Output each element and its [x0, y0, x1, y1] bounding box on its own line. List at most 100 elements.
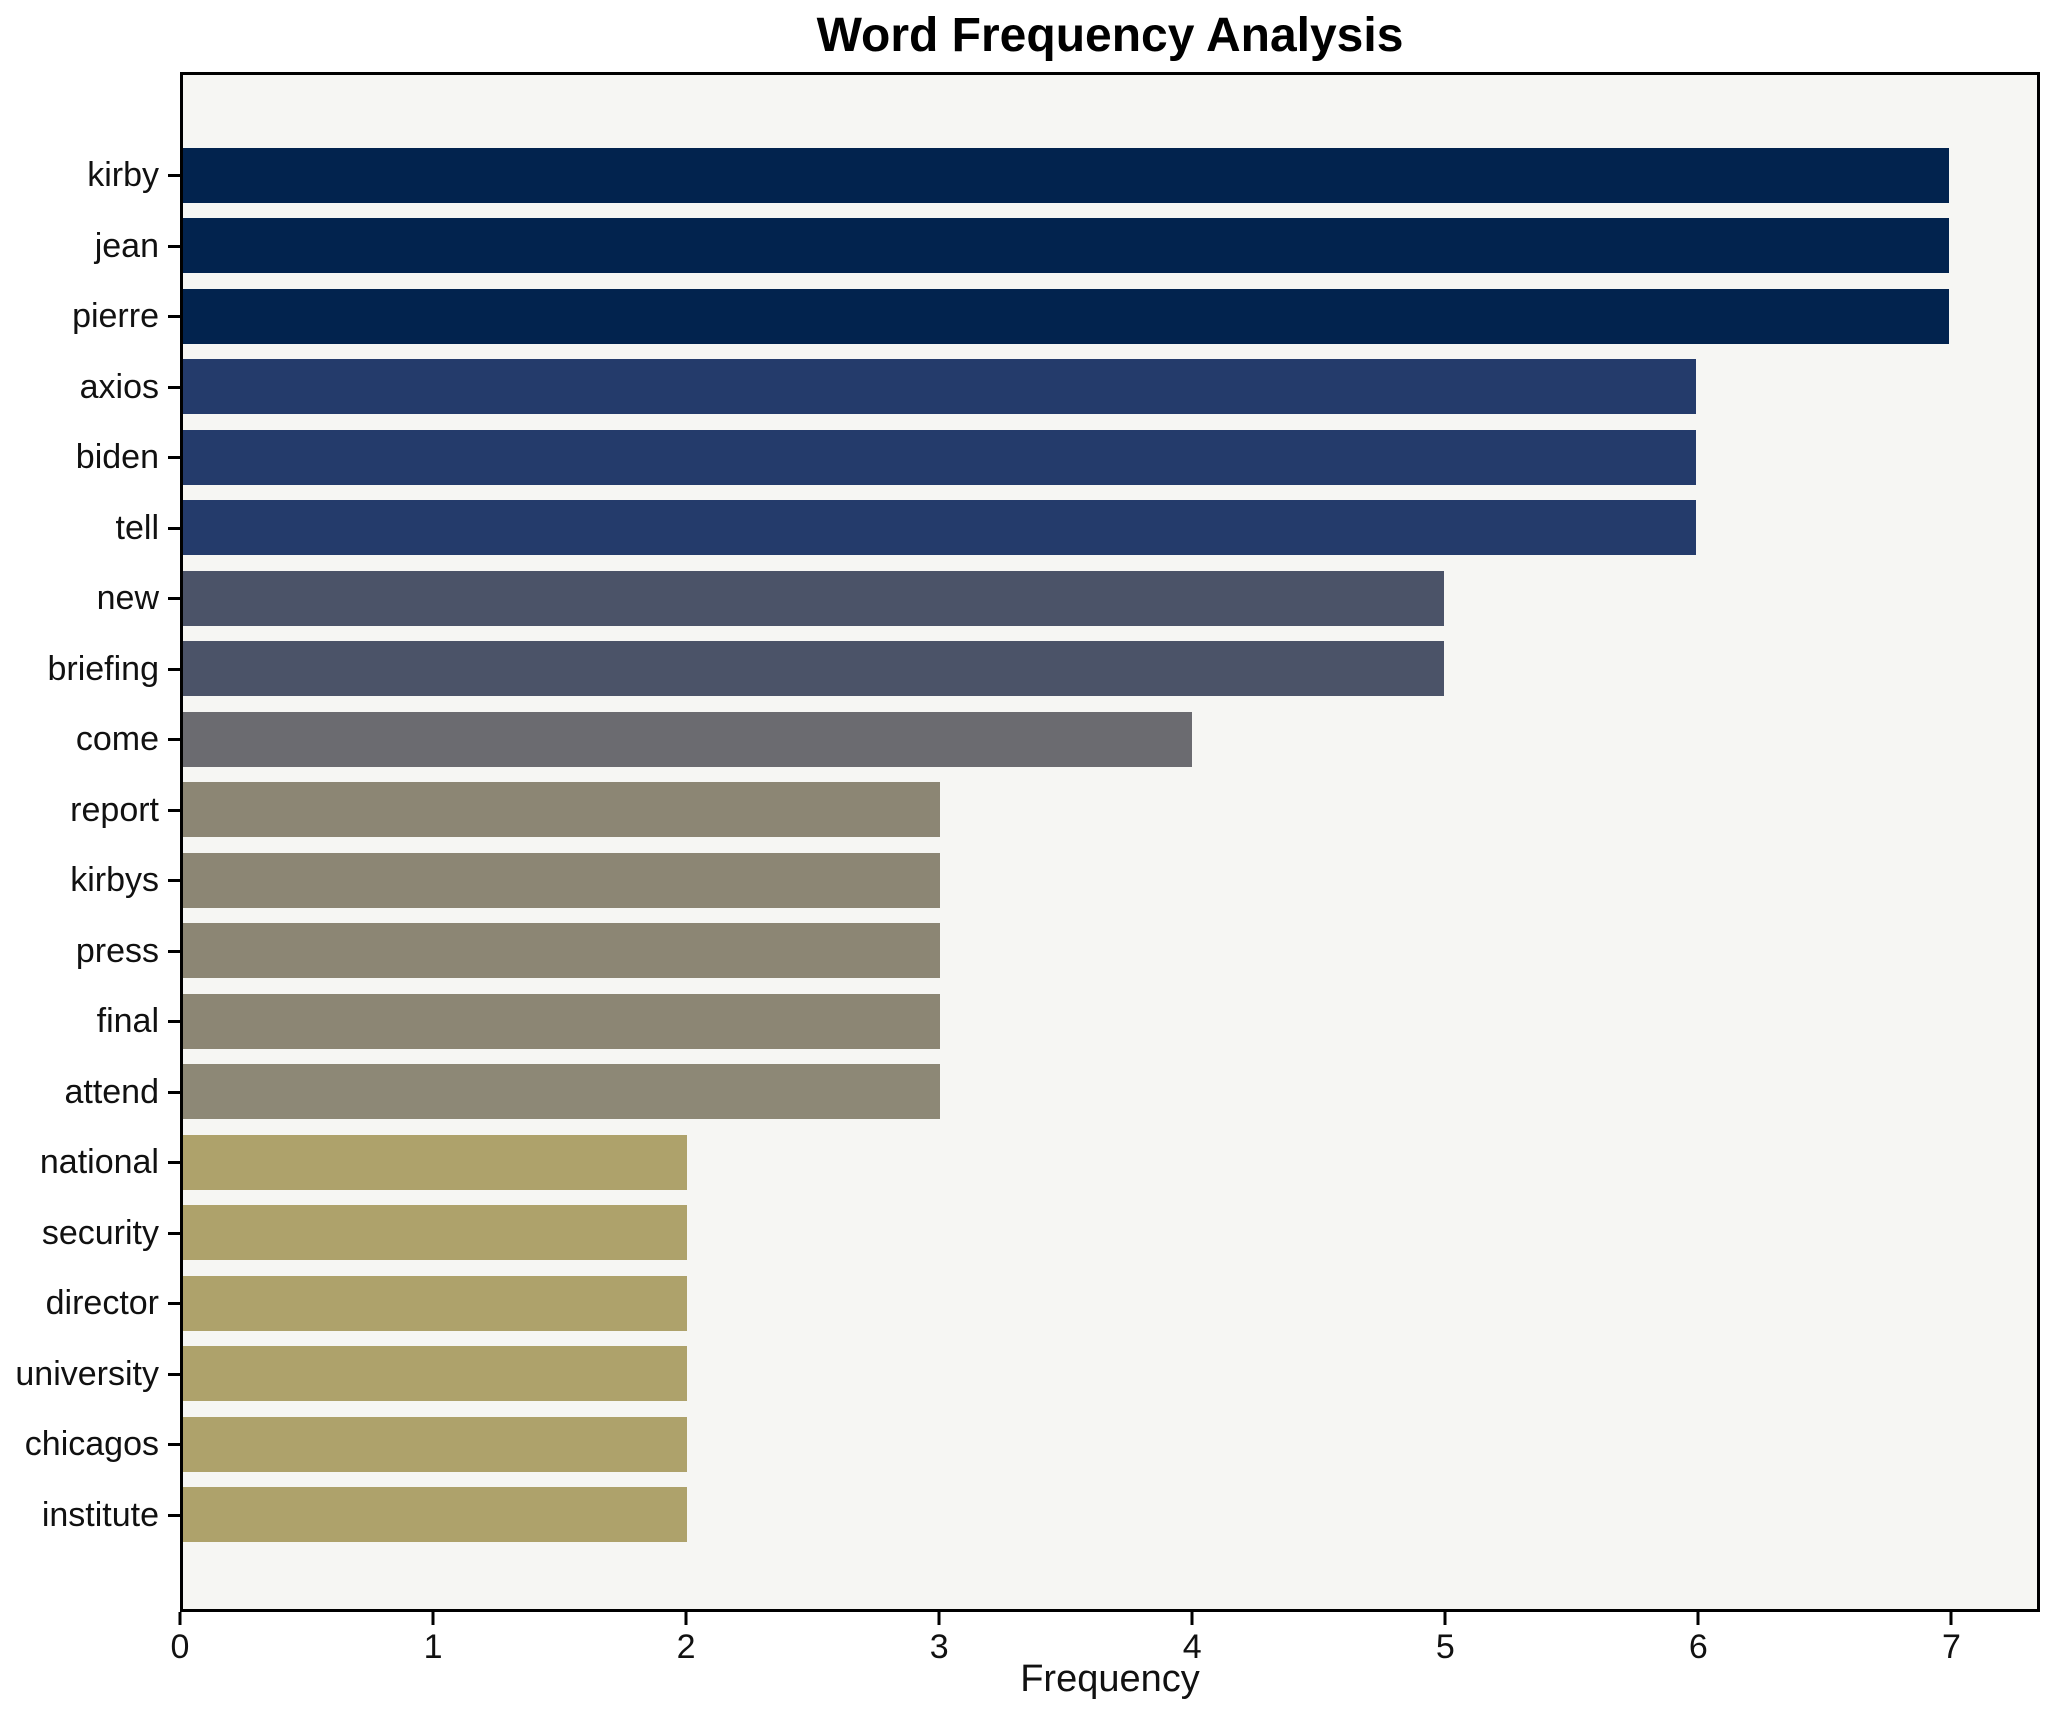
- bar-row: come: [76, 704, 2037, 775]
- y-tick-mark: [168, 244, 180, 248]
- x-tick-label: 1: [423, 1628, 443, 1666]
- y-category-label: director: [45, 1284, 159, 1322]
- bar-row: chicagos: [25, 1409, 2037, 1480]
- y-category-label: kirbys: [70, 861, 159, 899]
- bar: [183, 641, 1445, 697]
- x-tick-mark: [1443, 1612, 1447, 1625]
- y-category-label: briefing: [47, 649, 159, 688]
- y-tick-mark: [168, 456, 180, 459]
- bar: [183, 1416, 688, 1472]
- bar-row: jean: [95, 211, 2037, 282]
- bar: [183, 852, 940, 908]
- x-tick-mark: [1696, 1612, 1700, 1625]
- y-category-label: report: [70, 790, 159, 829]
- x-tick-mark: [1949, 1612, 1953, 1625]
- y-category-label: kirby: [87, 156, 159, 194]
- x-tick-mark: [937, 1612, 941, 1625]
- y-tick-mark: [168, 949, 180, 953]
- bar: [183, 1064, 940, 1120]
- y-tick-mark: [168, 597, 180, 600]
- y-category-label: biden: [75, 438, 159, 476]
- bar: [183, 570, 1445, 626]
- bar: [183, 1205, 688, 1261]
- bar: [183, 288, 1949, 344]
- bar: [183, 359, 1697, 415]
- x-tick-mark: [178, 1612, 182, 1625]
- x-tick-label: 2: [676, 1628, 696, 1666]
- bar-row: director: [46, 1268, 2037, 1339]
- bar: [183, 218, 1949, 274]
- bar: [183, 1275, 688, 1331]
- y-tick-mark: [168, 1020, 180, 1023]
- x-axis-label: Frequency: [1020, 1658, 1200, 1700]
- bar: [183, 1487, 688, 1543]
- x-tick-label: 7: [1941, 1628, 1961, 1666]
- y-category-label: institute: [41, 1495, 159, 1534]
- bar: [183, 782, 940, 838]
- bar: [183, 429, 1697, 485]
- x-tick-label: 3: [929, 1628, 949, 1666]
- plot-area: kirby jean pierre axios biden tell new briefing…: [15, 72, 2040, 1612]
- y-tick-mark: [168, 174, 180, 177]
- bar: [183, 711, 1192, 767]
- bar-row: biden: [76, 422, 2037, 493]
- x-tick-mark: [684, 1612, 688, 1625]
- bar-row: kirbys: [70, 845, 2037, 916]
- x-axis: 0 1 2 3 4 5 6 7: [171, 1612, 2040, 1672]
- bar-row: pierre: [72, 281, 2037, 352]
- y-category-label: tell: [115, 508, 159, 547]
- chart-title: Word Frequency Analysis: [816, 9, 1404, 62]
- y-category-label: final: [96, 1002, 159, 1040]
- bar-row: kirby: [87, 140, 2037, 211]
- bar: [183, 923, 940, 979]
- y-tick-mark: [168, 1443, 180, 1446]
- y-tick-mark: [168, 808, 180, 812]
- y-category-label: university: [15, 1354, 159, 1393]
- bar-row: institute: [42, 1480, 2037, 1551]
- bar: [183, 993, 940, 1049]
- bar-row: attend: [64, 1057, 2037, 1128]
- x-tick-mark: [1190, 1612, 1194, 1625]
- bar-row: tell: [116, 493, 2037, 564]
- bar: [183, 1134, 688, 1190]
- y-tick-mark: [168, 526, 180, 530]
- x-tick-label: 5: [1435, 1628, 1455, 1666]
- bar: [183, 500, 1697, 556]
- y-category-label: axios: [79, 367, 159, 406]
- bar-row: new: [97, 563, 2037, 634]
- bar-row: final: [97, 986, 2037, 1057]
- bar-row: report: [70, 775, 2037, 846]
- y-tick-mark: [168, 738, 180, 741]
- bar-row: axios: [80, 352, 2037, 423]
- bar-row: university: [15, 1339, 2037, 1410]
- bars-container: kirby jean pierre axios biden tell new briefing…: [15, 75, 2037, 1609]
- x-tick-mark: [431, 1612, 435, 1625]
- y-category-label: security: [41, 1213, 159, 1252]
- bar-row: national: [40, 1127, 2037, 1198]
- y-tick-mark: [168, 1161, 180, 1164]
- y-category-label: pierre: [72, 297, 159, 335]
- y-tick-mark: [168, 1513, 180, 1517]
- x-tick-label: 0: [170, 1628, 190, 1666]
- y-tick-mark: [168, 879, 180, 882]
- y-category-label: come: [75, 720, 159, 758]
- bar-row: briefing: [47, 634, 2037, 705]
- bar: [183, 1346, 688, 1402]
- y-tick-mark: [168, 1090, 180, 1094]
- y-tick-mark: [168, 667, 180, 671]
- y-tick-mark: [168, 385, 180, 389]
- y-tick-mark: [168, 315, 180, 318]
- bar-row: security: [42, 1198, 2037, 1269]
- bar: [183, 147, 1949, 203]
- y-category-label: national: [39, 1143, 159, 1181]
- x-tick-label: 6: [1688, 1628, 1708, 1666]
- y-category-label: press: [75, 931, 159, 970]
- y-category-label: jean: [94, 226, 159, 265]
- y-category-label: new: [96, 579, 159, 617]
- y-tick-mark: [168, 1302, 180, 1305]
- y-category-label: chicagos: [24, 1425, 159, 1463]
- x-tick-label: 4: [1182, 1628, 1202, 1666]
- y-tick-mark: [168, 1372, 180, 1376]
- y-category-label: attend: [64, 1072, 159, 1111]
